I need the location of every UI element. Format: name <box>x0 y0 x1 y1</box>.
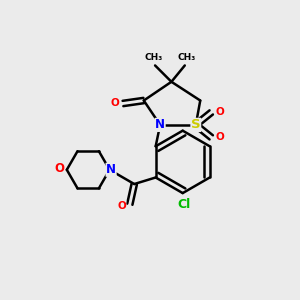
Text: O: O <box>215 132 224 142</box>
Text: N: N <box>106 163 116 176</box>
Text: CH₃: CH₃ <box>145 52 163 62</box>
Text: O: O <box>117 201 126 211</box>
Text: O: O <box>215 107 224 117</box>
Text: N: N <box>155 118 165 131</box>
Text: CH₃: CH₃ <box>177 52 195 62</box>
Text: O: O <box>54 162 64 175</box>
Text: S: S <box>191 118 201 131</box>
Text: O: O <box>110 98 119 109</box>
Text: Cl: Cl <box>178 199 191 212</box>
